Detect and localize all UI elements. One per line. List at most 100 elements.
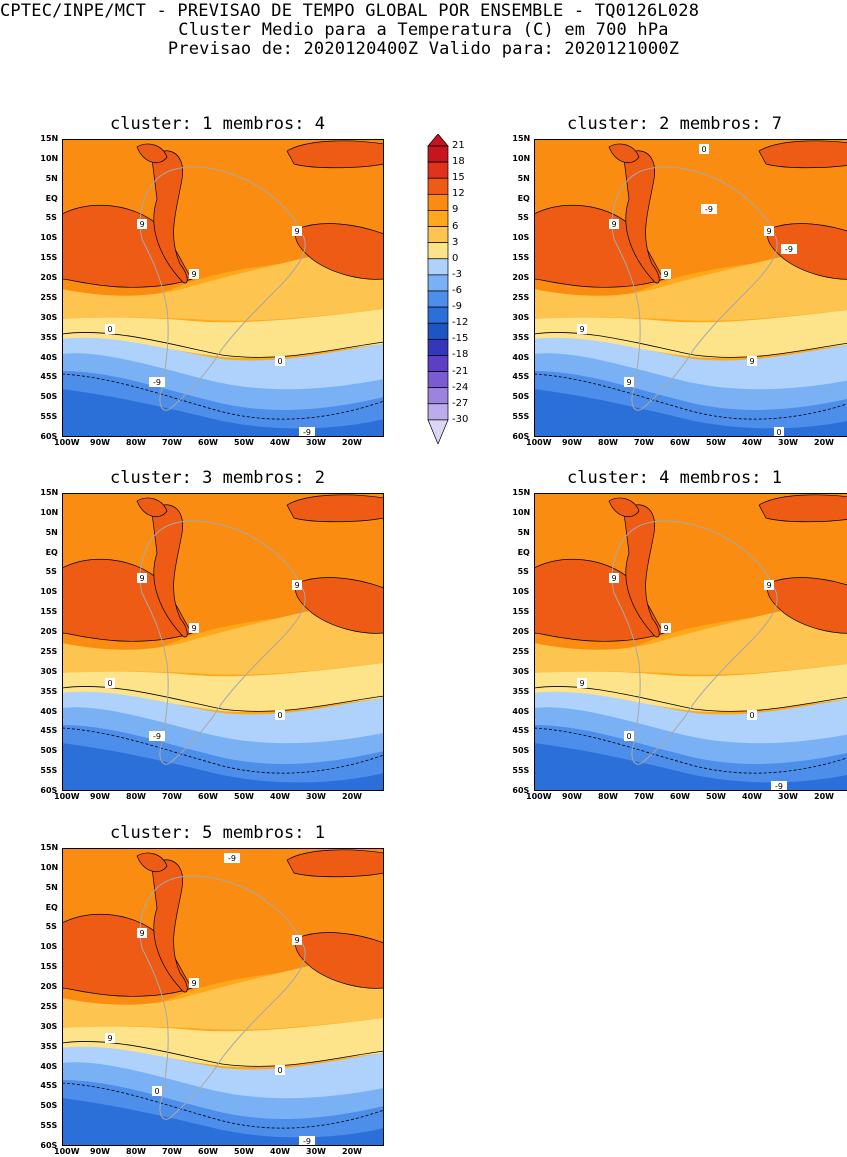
contour-label: 0	[275, 356, 285, 366]
lon-tick-label: 50W	[706, 438, 726, 447]
colorbar-swatch	[427, 210, 449, 227]
lat-tick-label: 5N	[517, 173, 530, 183]
contour-label: 9	[764, 226, 774, 236]
lon-tick-label: 90W	[90, 792, 110, 801]
contour-label-text: 9	[191, 624, 196, 633]
lat-tick-label: 10S	[40, 587, 58, 597]
lat-tick-label: 55S	[512, 766, 530, 776]
warm-band-9C	[295, 223, 384, 280]
temperature-colorbar: 21 18 15 12 9 6 3 0 -3 -6 -9 -12 -15 -18 -21 -24 -27 -30	[426, 133, 476, 445]
colorbar-level-label: 0	[452, 252, 459, 264]
colorbar-level-label: -30	[452, 413, 469, 425]
lat-tick-label: 50S	[40, 746, 58, 756]
contour-label: -9	[149, 731, 165, 741]
colorbar-swatch	[427, 242, 449, 260]
colorbar-level-label: -3	[452, 268, 462, 280]
contour-label: -9	[701, 204, 717, 214]
lon-tick-label: 40W	[742, 792, 762, 801]
lat-tick-label: 45S	[512, 372, 530, 382]
contour-label-bg	[609, 219, 619, 229]
panel-title-cluster-2: cluster: 2 membros: 7	[567, 114, 782, 134]
colorbar-level-label: -6	[452, 285, 462, 296]
lon-tick-label: 60W	[198, 792, 218, 801]
contour-label-bg	[577, 324, 587, 334]
colorbar-swatch	[427, 371, 449, 389]
contour-label-bg	[105, 324, 115, 334]
lat-tick-label: EQ	[517, 193, 530, 203]
colorbar-scale	[427, 133, 449, 445]
contour-label: 9	[137, 573, 147, 583]
contour-label-text: 9	[626, 378, 631, 387]
lat-tick-label: 15N	[40, 843, 59, 852]
contour-label-bg	[105, 678, 115, 688]
lon-tick-label: 60W	[198, 1147, 218, 1156]
lat-tick-label: 60S	[40, 786, 58, 795]
lon-tick-label: 50W	[706, 792, 726, 801]
lat-tick-label: 10N	[40, 153, 59, 163]
contour-label-text: 9	[766, 227, 771, 236]
lat-tick-label: 10S	[40, 942, 58, 952]
lat-tick-label: 50S	[512, 746, 530, 756]
warm-band-9C	[608, 143, 640, 164]
contour-label-bg	[609, 573, 619, 583]
lat-tick-label: 60S	[40, 1141, 58, 1150]
lat-tick-label: 30S	[40, 312, 58, 322]
lat-tick-label: 10S	[512, 233, 530, 243]
contour-label-bg	[747, 356, 757, 366]
lon-tick-label: 40W	[270, 792, 290, 801]
warm-band-9C	[136, 143, 168, 164]
contour-label: 9	[292, 935, 302, 945]
south-america-outline	[611, 520, 778, 765]
header-line-1: CPTEC/INPE/MCT - PREVISAO DE TEMPO GLOBA…	[0, 1, 700, 21]
map-frame	[62, 139, 384, 437]
colorbar-top-arrow	[427, 133, 449, 147]
contour-label-text: -9	[303, 428, 311, 437]
lat-tick-label: 20S	[40, 982, 58, 992]
contour-label-bg	[137, 573, 147, 583]
contour-label: 9	[292, 580, 302, 590]
colorbar-level-label: -9	[452, 301, 462, 313]
warm-band-9C	[151, 504, 188, 638]
lat-tick-label: 25S	[512, 646, 530, 656]
lat-tick-label: 5S	[517, 567, 529, 577]
lat-tick-label: 40S	[40, 352, 58, 362]
temperature-band	[62, 948, 384, 1030]
contour-label-text: 9	[766, 581, 771, 590]
lat-tick-label: 55S	[40, 412, 58, 422]
lat-tick-label: 5S	[45, 567, 57, 577]
warm-band-9C	[758, 494, 847, 523]
contour-label-text: 9	[294, 227, 299, 236]
contour-label-bg	[275, 710, 285, 720]
contour-label-bg	[747, 710, 757, 720]
lat-tick-label: 45S	[40, 372, 58, 382]
temperature-band	[62, 239, 384, 321]
contour-label-text: -9	[228, 854, 236, 863]
contour-label-bg	[189, 269, 199, 279]
contour-label: 9	[577, 678, 587, 688]
lat-tick-label: 10N	[40, 862, 59, 872]
warm-band-9C	[295, 577, 384, 634]
lat-tick-label: 25S	[40, 646, 58, 656]
colorbar-swatch	[427, 387, 449, 405]
contour-label-text: 0	[626, 732, 631, 741]
colorbar-level-label: 18	[452, 156, 465, 168]
colorbar-bottom-arrow	[427, 419, 449, 445]
contour-label: 0	[275, 710, 285, 720]
contour-label: -9	[771, 781, 787, 791]
contour-label: 9	[609, 573, 619, 583]
contour-label-bg	[764, 226, 774, 236]
lat-tick-label: 5N	[45, 173, 58, 183]
contour-label-text: 9	[663, 624, 668, 633]
lon-tick-label: 90W	[90, 1147, 110, 1156]
lat-tick-label: 20S	[40, 273, 58, 283]
lat-tick-label: 5N	[517, 527, 530, 537]
contour-label-text: 9	[579, 325, 584, 334]
colorbar-level-label: -15	[452, 333, 469, 345]
south-america-outline	[139, 166, 306, 411]
contour-label: 9	[624, 377, 634, 387]
contour-label-bg	[137, 219, 147, 229]
lon-tick-label: 50W	[234, 438, 254, 447]
lon-tick-label: 90W	[90, 438, 110, 447]
lon-tick-label: 30W	[306, 438, 326, 447]
contour-label: 0	[747, 710, 757, 720]
